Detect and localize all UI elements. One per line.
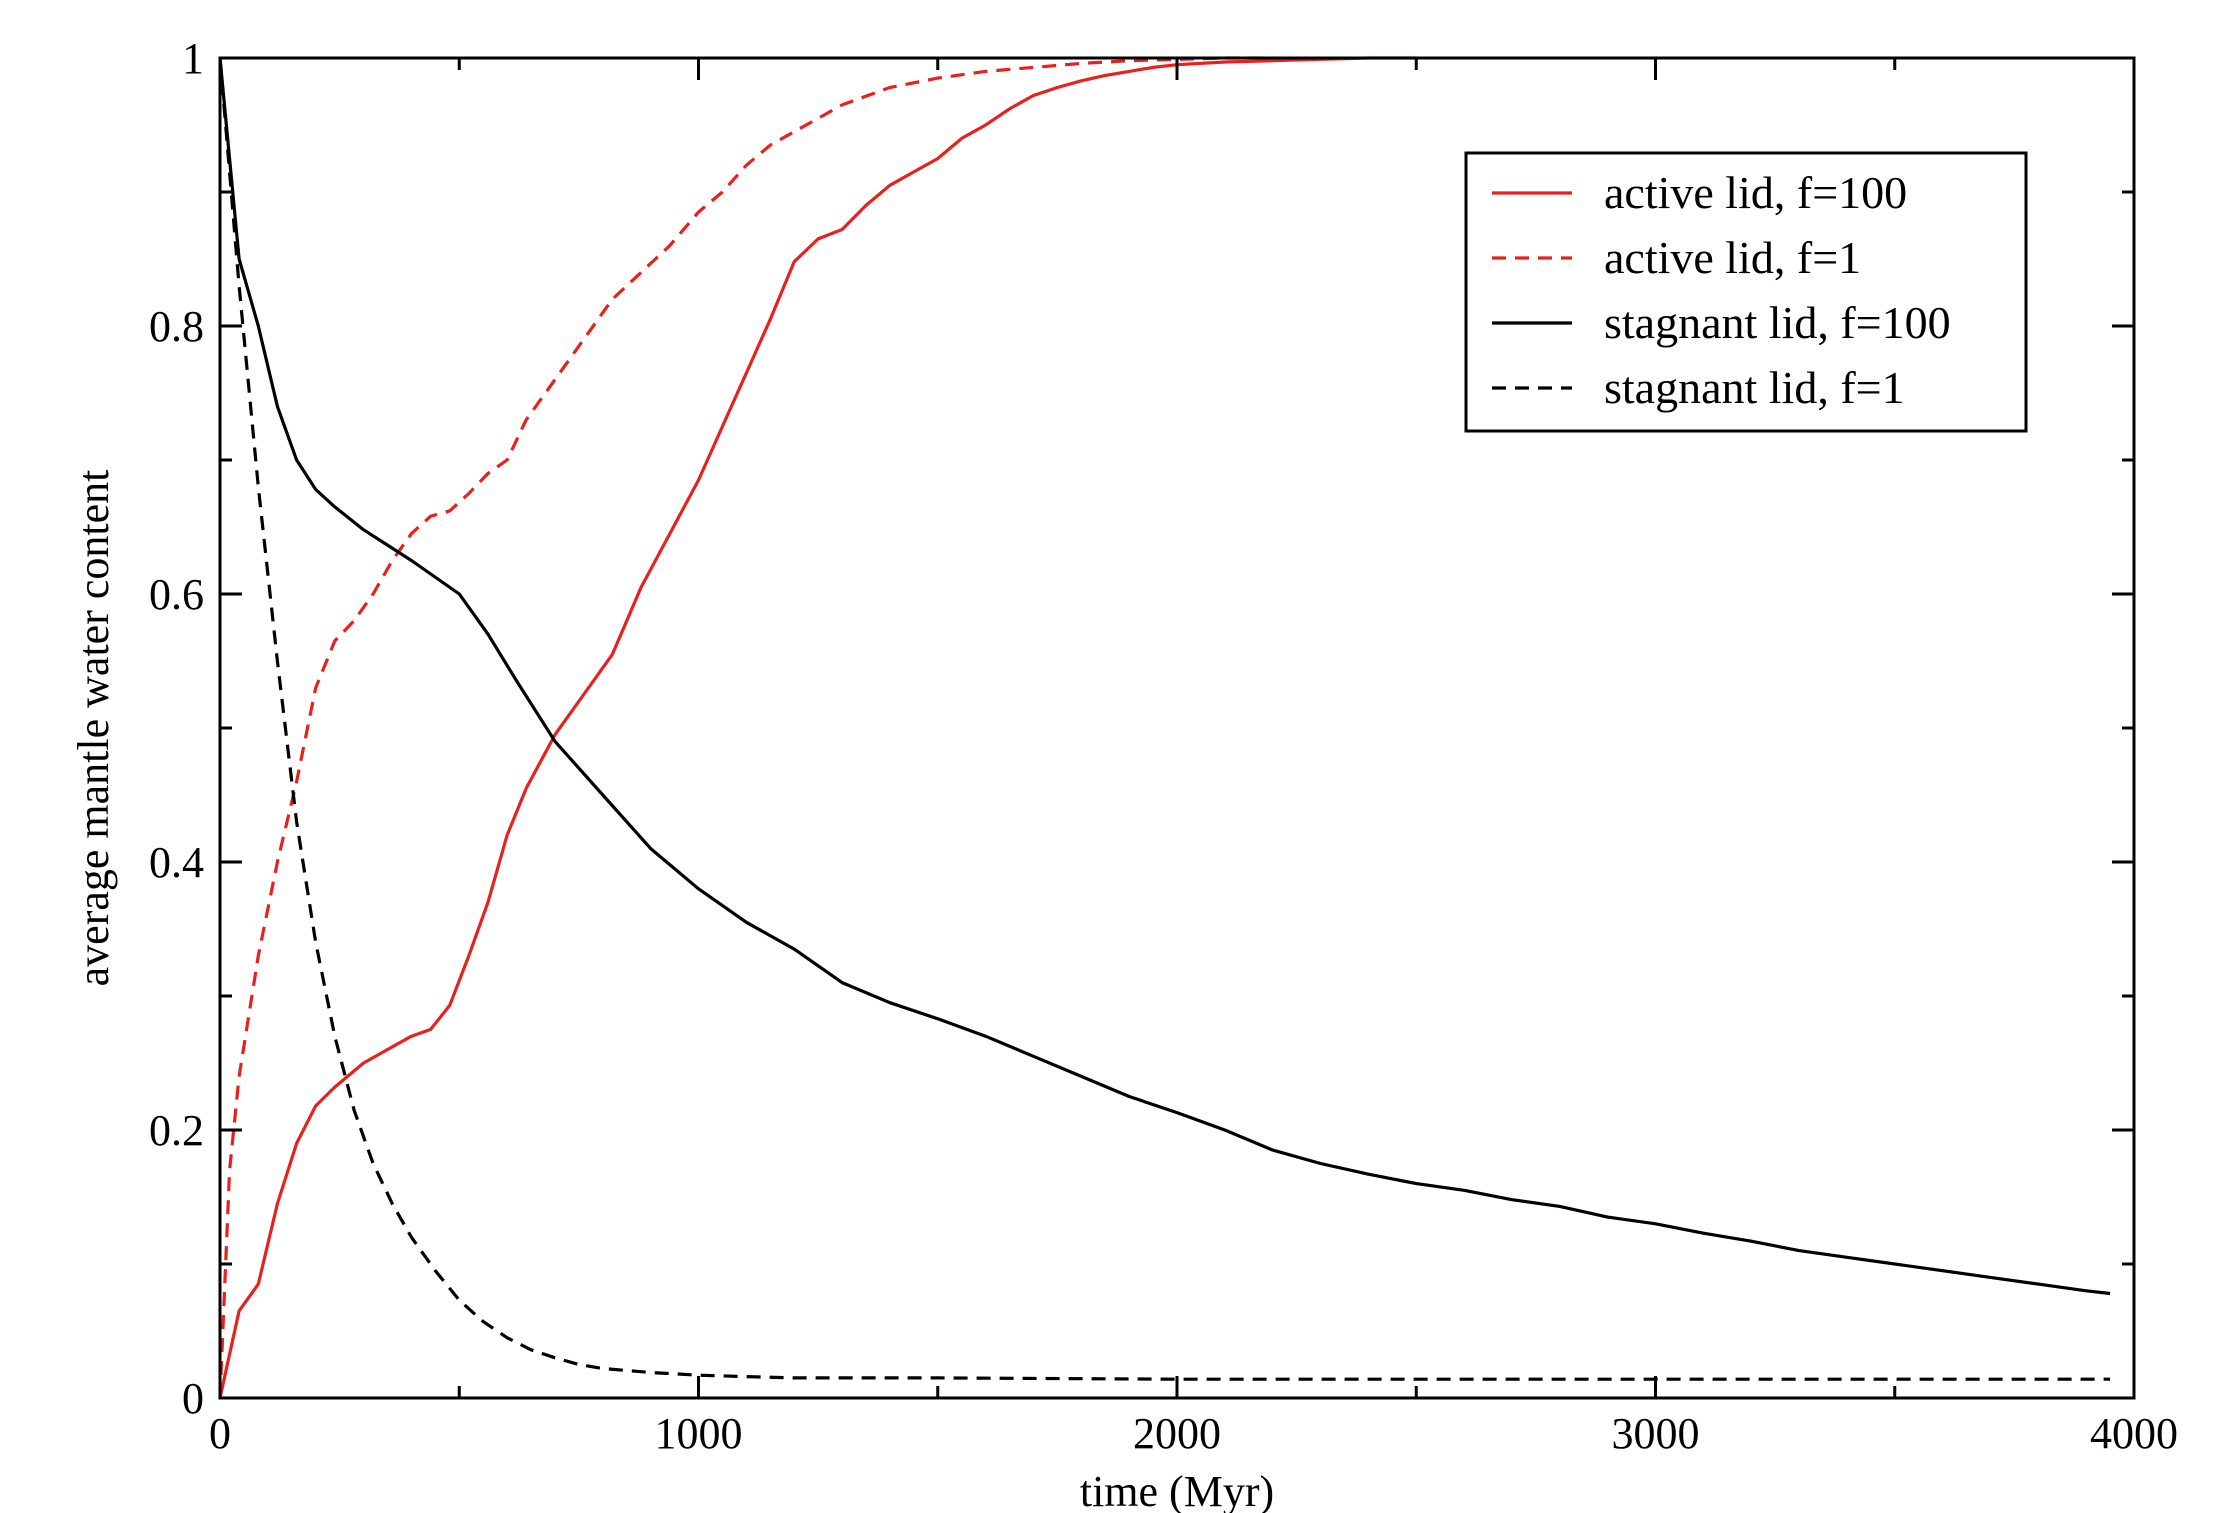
series-line-4 xyxy=(218,57,2111,1381)
legend: active lid, f=100 active lid, f=1 stagnant… xyxy=(1464,151,2028,433)
y-tick-label: 0.8 xyxy=(149,302,204,351)
tick-label-layer: 0 1000 2000 3000 4000 0 0.2 0.4 0.6 0.8 1 xyxy=(149,34,2178,1458)
tick-layer xyxy=(218,56,2136,1400)
x-tick-label: 1000 xyxy=(655,1409,743,1458)
x-tick-label: 2000 xyxy=(1133,1409,1221,1458)
x-tick-label: 3000 xyxy=(1612,1409,1700,1458)
y-tick-label: 0.6 xyxy=(149,570,204,619)
series-line-2 xyxy=(218,56,1273,1399)
legend-label-3: stagnant lid, f=100 xyxy=(1604,297,1951,348)
series-line-3 xyxy=(218,57,2111,1296)
x-tick-label: 0 xyxy=(209,1409,231,1458)
legend-entries: active lid, f=100 active lid, f=1 stagnant… xyxy=(1492,167,1951,413)
legend-box xyxy=(1464,151,2028,433)
legend-label-2: active lid, f=1 xyxy=(1604,232,1861,283)
x-axis-title: time (Myr) xyxy=(1080,1467,1274,1513)
x-tick-label: 4000 xyxy=(2090,1409,2178,1458)
series-layer xyxy=(218,56,2111,1399)
legend-label-1: active lid, f=100 xyxy=(1604,167,1907,218)
y-tick-label: 0.4 xyxy=(149,838,204,887)
y-axis-title: average mantle water content xyxy=(69,470,118,987)
y-tick-label: 0.2 xyxy=(149,1106,204,1155)
y-tick-label: 1 xyxy=(182,34,204,83)
series-line-1 xyxy=(218,56,1417,1399)
y-tick-label: 0 xyxy=(182,1374,204,1423)
legend-label-4: stagnant lid, f=1 xyxy=(1604,362,1905,413)
